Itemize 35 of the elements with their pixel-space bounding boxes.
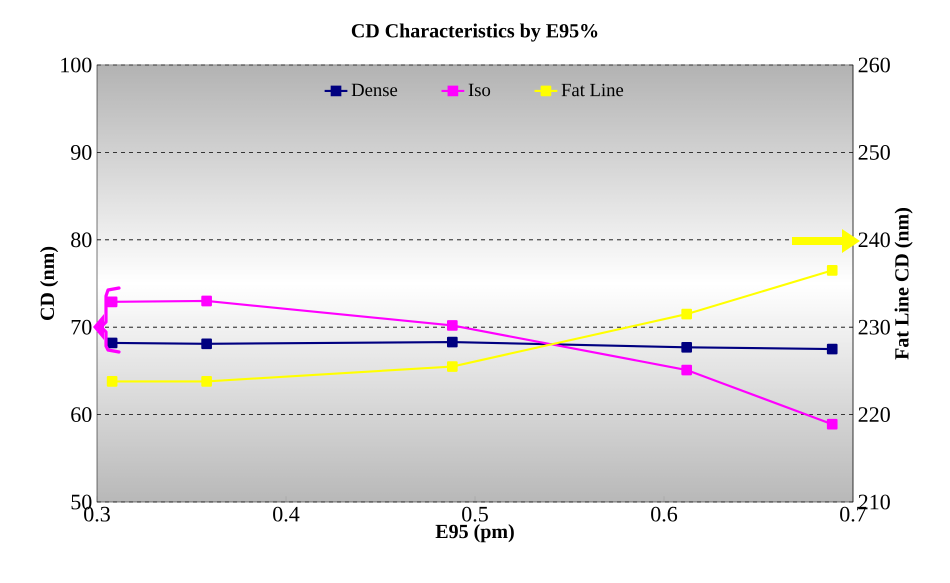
- point: [106, 376, 118, 387]
- point: [106, 338, 118, 348]
- x-axis-title: E95 (pm): [436, 524, 514, 542]
- chart-title: CD Characteristics by E95%: [352, 23, 598, 42]
- point: [826, 418, 838, 430]
- y2-axis-title: Fat Line CD (nm): [894, 208, 913, 360]
- y-tick-label: 60: [71, 407, 92, 422]
- y2-tick-label: 230: [858, 320, 890, 335]
- point: [681, 342, 692, 353]
- y-tick-label: 90: [71, 144, 92, 160]
- point: [446, 320, 458, 331]
- y2-tick-label: 240: [858, 232, 890, 248]
- point: [446, 336, 458, 348]
- y2-tick-label: 220: [858, 407, 890, 422]
- point: [201, 338, 212, 350]
- legend-label: Dense: [352, 84, 398, 96]
- y-axis-title: CD (nm): [40, 246, 58, 320]
- point: [201, 376, 212, 387]
- point: [826, 344, 838, 354]
- y2-tick-label: 250: [858, 144, 890, 160]
- y-tick-label: 80: [71, 232, 92, 248]
- y-tick-label: 100: [61, 58, 92, 72]
- y2-tick-label: 260: [858, 58, 890, 72]
- point: [681, 308, 692, 320]
- x-tick-label: 0.6: [651, 506, 678, 522]
- x-tick-label: 0.5: [462, 506, 488, 522]
- point: [826, 265, 838, 276]
- point: [106, 296, 118, 308]
- x-tick-label: 0.4: [273, 506, 300, 522]
- point: [446, 361, 458, 372]
- y-tick-label: 70: [72, 320, 92, 335]
- point: [201, 296, 212, 306]
- legend-label: Iso: [468, 84, 490, 96]
- legend-label: Fat Line: [562, 84, 624, 96]
- point: [681, 364, 692, 376]
